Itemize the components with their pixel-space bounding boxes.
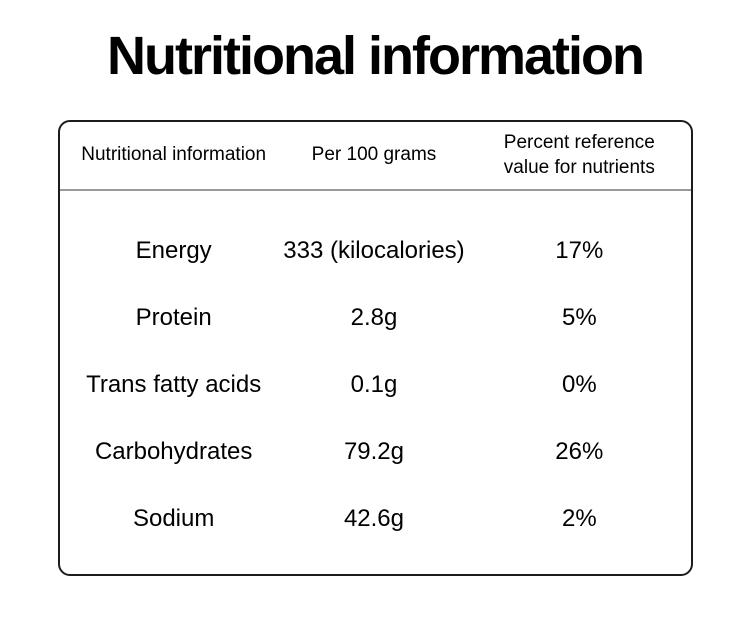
percent-reference-value: 26% [555, 438, 604, 466]
column-header-per-100-grams: Per 100 grams [311, 144, 437, 166]
table-row-trans-fatty-acids: Trans fatty acids 0.1g 0% [60, 365, 691, 405]
per-100g-value: 79.2g [343, 438, 404, 466]
per-100g-value: 0.1g [350, 371, 398, 399]
nutrient-label: Trans fatty acids [86, 371, 262, 399]
percent-reference-value: 17% [555, 237, 604, 265]
table-row-protein: Protein 2.8g 5% [60, 298, 691, 338]
nutrient-label: Carbohydrates [94, 438, 253, 466]
percent-reference-value: 2% [561, 505, 597, 533]
nutrient-label: Energy [135, 237, 212, 265]
percent-reference-value: 0% [561, 371, 597, 399]
table-header-row: Nutritional information Per 100 grams Pe… [59, 122, 691, 192]
nutrient-label: Sodium [132, 505, 215, 533]
column-header-nutrient: Nutritional information [81, 144, 267, 166]
percent-reference-value: 5% [561, 304, 597, 332]
table-row-carbohydrates: Carbohydrates 79.2g 26% [60, 432, 691, 472]
per-100g-value: 42.6g [343, 505, 404, 533]
page-title: Nutritional information [107, 26, 645, 86]
table-row-energy: Energy 333 (kilocalories) 17% [60, 231, 691, 271]
nutrition-table-panel: Nutritional information Per 100 grams Pe… [57, 120, 693, 577]
nutrient-label: Protein [135, 304, 212, 332]
column-header-percent-reference: Percent reference value for nutrients [503, 131, 655, 178]
per-100g-value: 2.8g [350, 304, 398, 332]
table-body: Energy 333 (kilocalories) 17% Protein 2.… [60, 191, 691, 574]
per-100g-value: 333 (kilocalories) [283, 237, 465, 265]
table-row-sodium: Sodium 42.6g 2% [60, 499, 691, 539]
